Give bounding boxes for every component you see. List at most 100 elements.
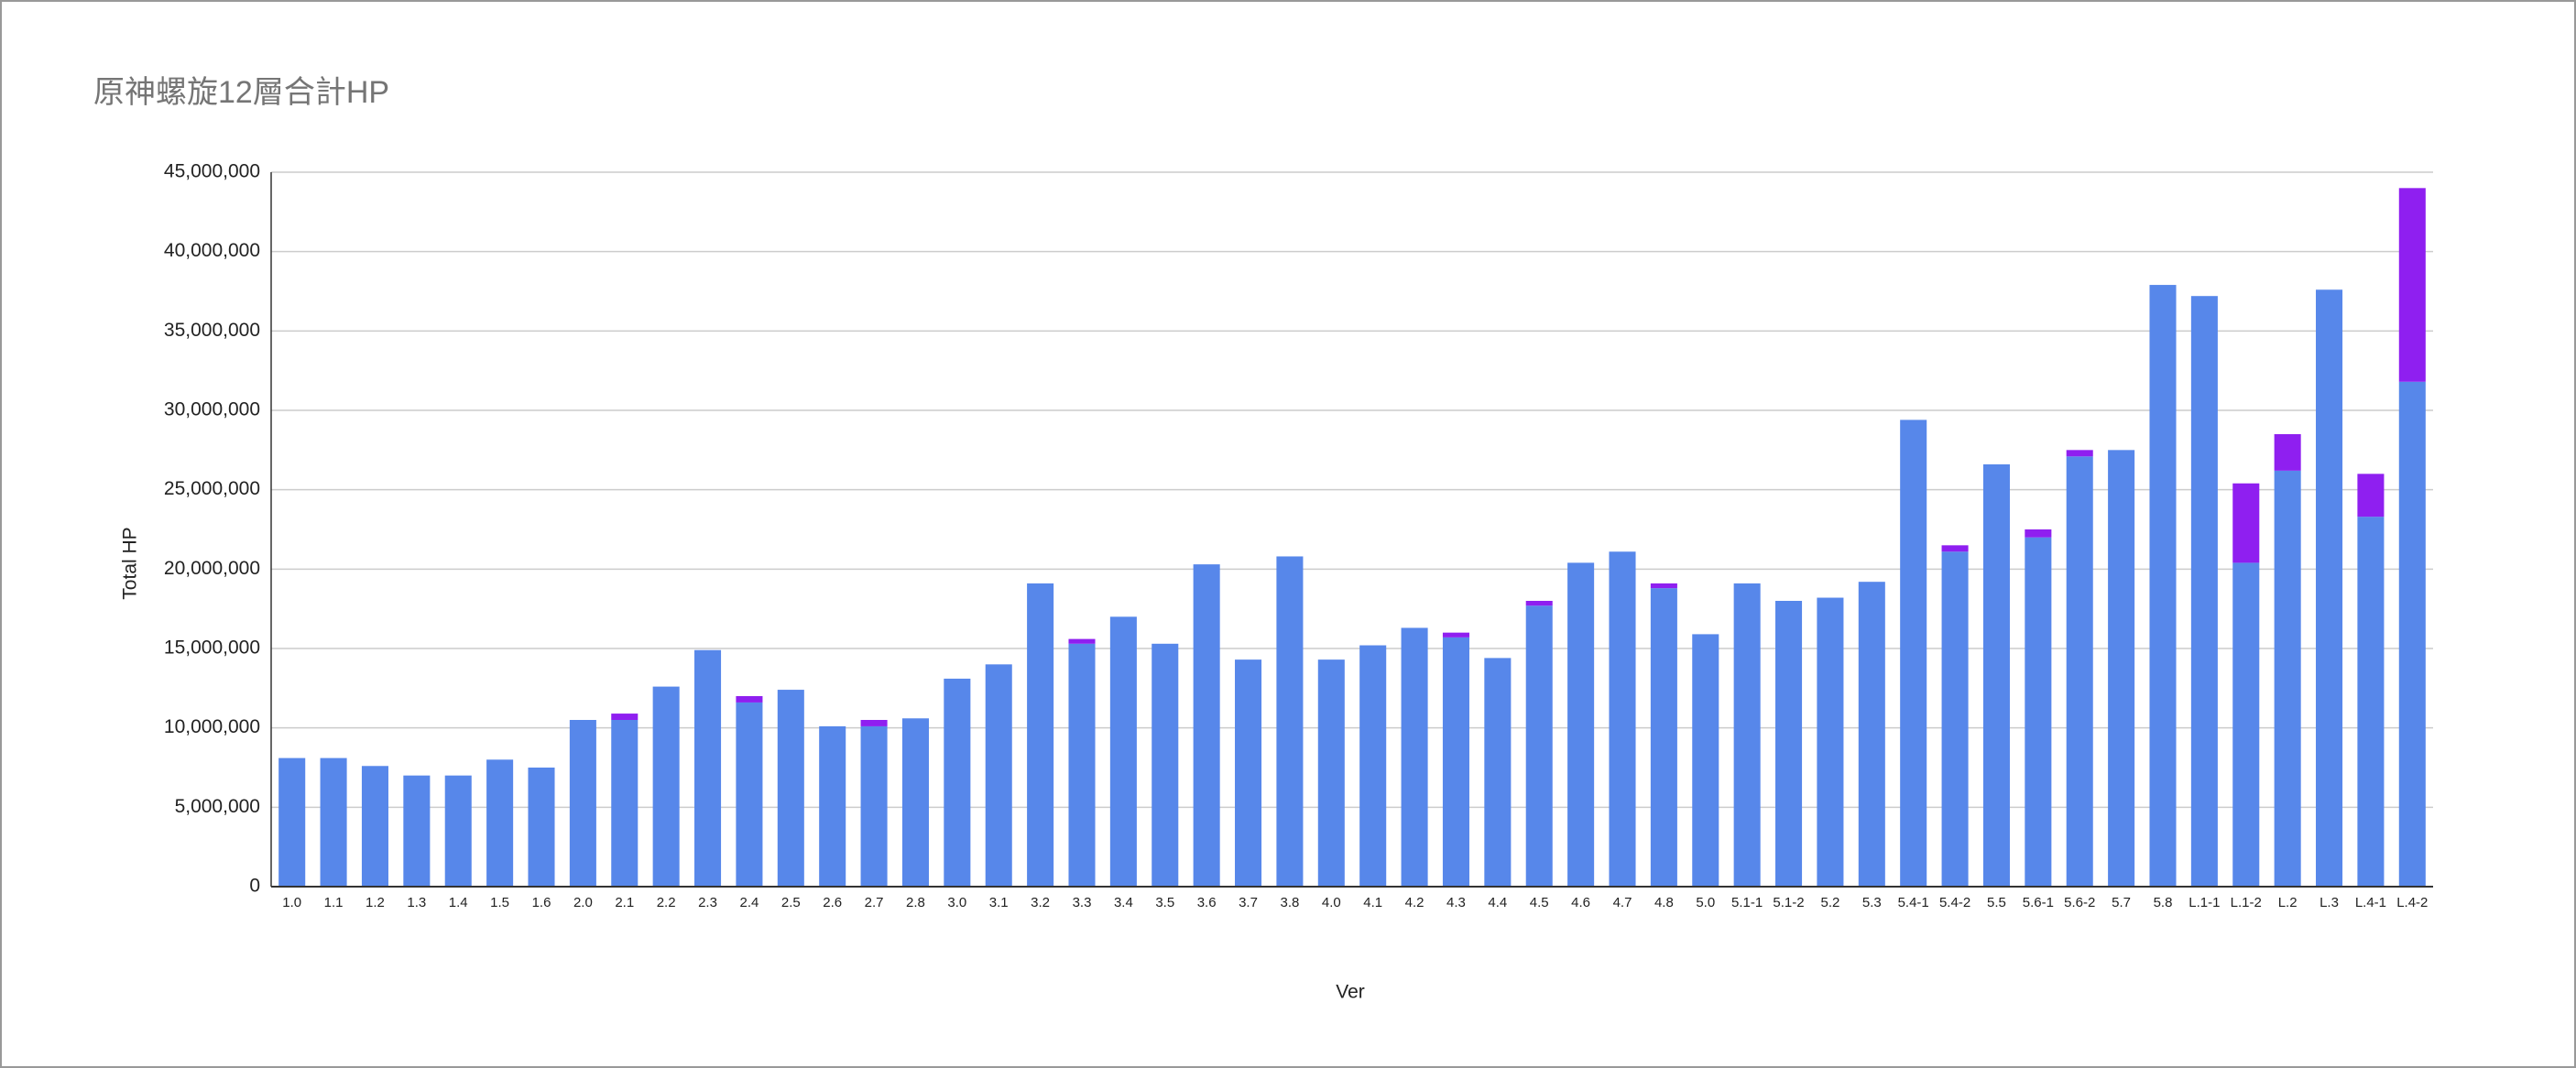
y-tick-label: 30,000,000 [164,399,260,420]
bar-segment [611,714,639,720]
bar-segment [2398,381,2426,887]
x-tick-label: 5.6-1 [2023,895,2054,910]
x-tick-label: 2.6 [823,895,842,910]
bar-segment [1359,645,1387,887]
bar-segment [278,757,306,887]
bar-segment [1235,659,1262,887]
x-tick-label: 5.0 [1696,895,1715,910]
y-tick-label: 45,000,000 [164,161,260,182]
y-tick-label: 0 [249,876,260,897]
x-tick-label: L.1-1 [2189,895,2220,910]
bar-segment [736,696,763,703]
x-tick-label: 5.3 [1862,895,1882,910]
bar-segment [1068,643,1096,887]
x-tick-label: 3.5 [1155,895,1174,910]
x-tick-label: 2.3 [698,895,717,910]
bar-segment [569,720,596,887]
bar-segment [819,725,846,887]
x-tick-label: 1.3 [407,895,426,910]
bar-segment [1484,658,1512,887]
bar-segment [2398,188,2426,382]
bar-segment [1109,616,1137,887]
x-tick-label: 5.8 [2154,895,2173,910]
y-tick-label: 35,000,000 [164,320,260,341]
x-tick-label: L.3 [2319,895,2339,910]
bar-segment [1567,562,1595,887]
x-tick-label: 3.1 [989,895,1009,910]
bar-segment [1525,601,1553,606]
bar-segment [1068,638,1096,644]
x-tick-label: 4.0 [1322,895,1341,910]
bar-segment [1941,551,1969,887]
x-tick-label: 5.4-2 [1939,895,1970,910]
bar-segment [901,718,929,887]
bar-segment [2316,289,2343,887]
x-tick-label: L.2 [2278,895,2298,910]
x-tick-label: 5.2 [1820,895,1839,910]
bar-segment [1027,583,1054,887]
x-tick-label: 2.0 [573,895,593,910]
bar-segment [1152,643,1179,887]
bar-segment [1276,556,1304,887]
x-tick-label: 3.7 [1239,895,1258,910]
bar-segment [944,678,971,887]
bar-segment [1775,601,1803,887]
x-tick-label: 5.4-1 [1898,895,1929,910]
bar-segment [611,720,639,887]
x-tick-label: 5.1-2 [1773,895,1804,910]
bar-segment [860,725,888,887]
x-tick-label: 1.1 [324,895,344,910]
bar-segment [985,664,1012,887]
y-tick-label: 25,000,000 [164,478,260,499]
bar-segment [1692,634,1719,887]
x-tick-label: 1.5 [490,895,509,910]
y-tick-label: 40,000,000 [164,240,260,261]
bar-segment [1401,627,1428,887]
x-tick-label: 2.8 [906,895,925,910]
x-tick-label: 4.1 [1363,895,1382,910]
bar-segment [777,690,804,887]
bar-segment [2025,529,2052,538]
bar-segment [320,757,347,887]
bar-segment [2190,296,2218,887]
x-tick-label: 4.5 [1530,895,1549,910]
bar-segment [2066,456,2093,887]
bar-segment [1817,597,1844,887]
bar-segment [1442,637,1469,887]
x-tick-label: 3.3 [1073,895,1092,910]
x-tick-label: 4.4 [1488,895,1507,910]
bar-segment [1733,583,1761,887]
bar-segment [860,720,888,726]
bar-segment [361,766,388,887]
x-tick-label: 2.5 [781,895,801,910]
bar-segment [403,775,431,887]
y-tick-label: 20,000,000 [164,558,260,579]
bar-segment [1442,632,1469,638]
chart-title: 原神螺旋12層合計HP [93,75,389,110]
x-tick-label: 4.3 [1446,895,1466,910]
x-tick-label: L.4-2 [2396,895,2428,910]
bar-segment [2025,537,2052,887]
x-tick-label: 2.7 [865,895,884,910]
x-tick-label: 1.0 [282,895,301,910]
bar-segment [2274,434,2301,471]
bar-segment [2108,450,2135,887]
bar-segment [1858,582,1885,887]
y-axis-label: Total HP [120,527,141,599]
x-tick-label: 3.2 [1031,895,1050,910]
bar-segment [528,768,555,887]
x-tick-label: 4.2 [1405,895,1424,910]
x-tick-label: 3.6 [1197,895,1217,910]
bar-segment [2232,562,2260,887]
x-tick-label: 4.8 [1654,895,1674,910]
bar-segment [444,775,472,887]
bar-segment [652,686,680,887]
bar-segment [736,702,763,887]
x-tick-label: 3.8 [1280,895,1299,910]
bar-segment [1982,463,2010,887]
bar-segment [1317,659,1345,887]
bar-segment [2066,450,2093,457]
